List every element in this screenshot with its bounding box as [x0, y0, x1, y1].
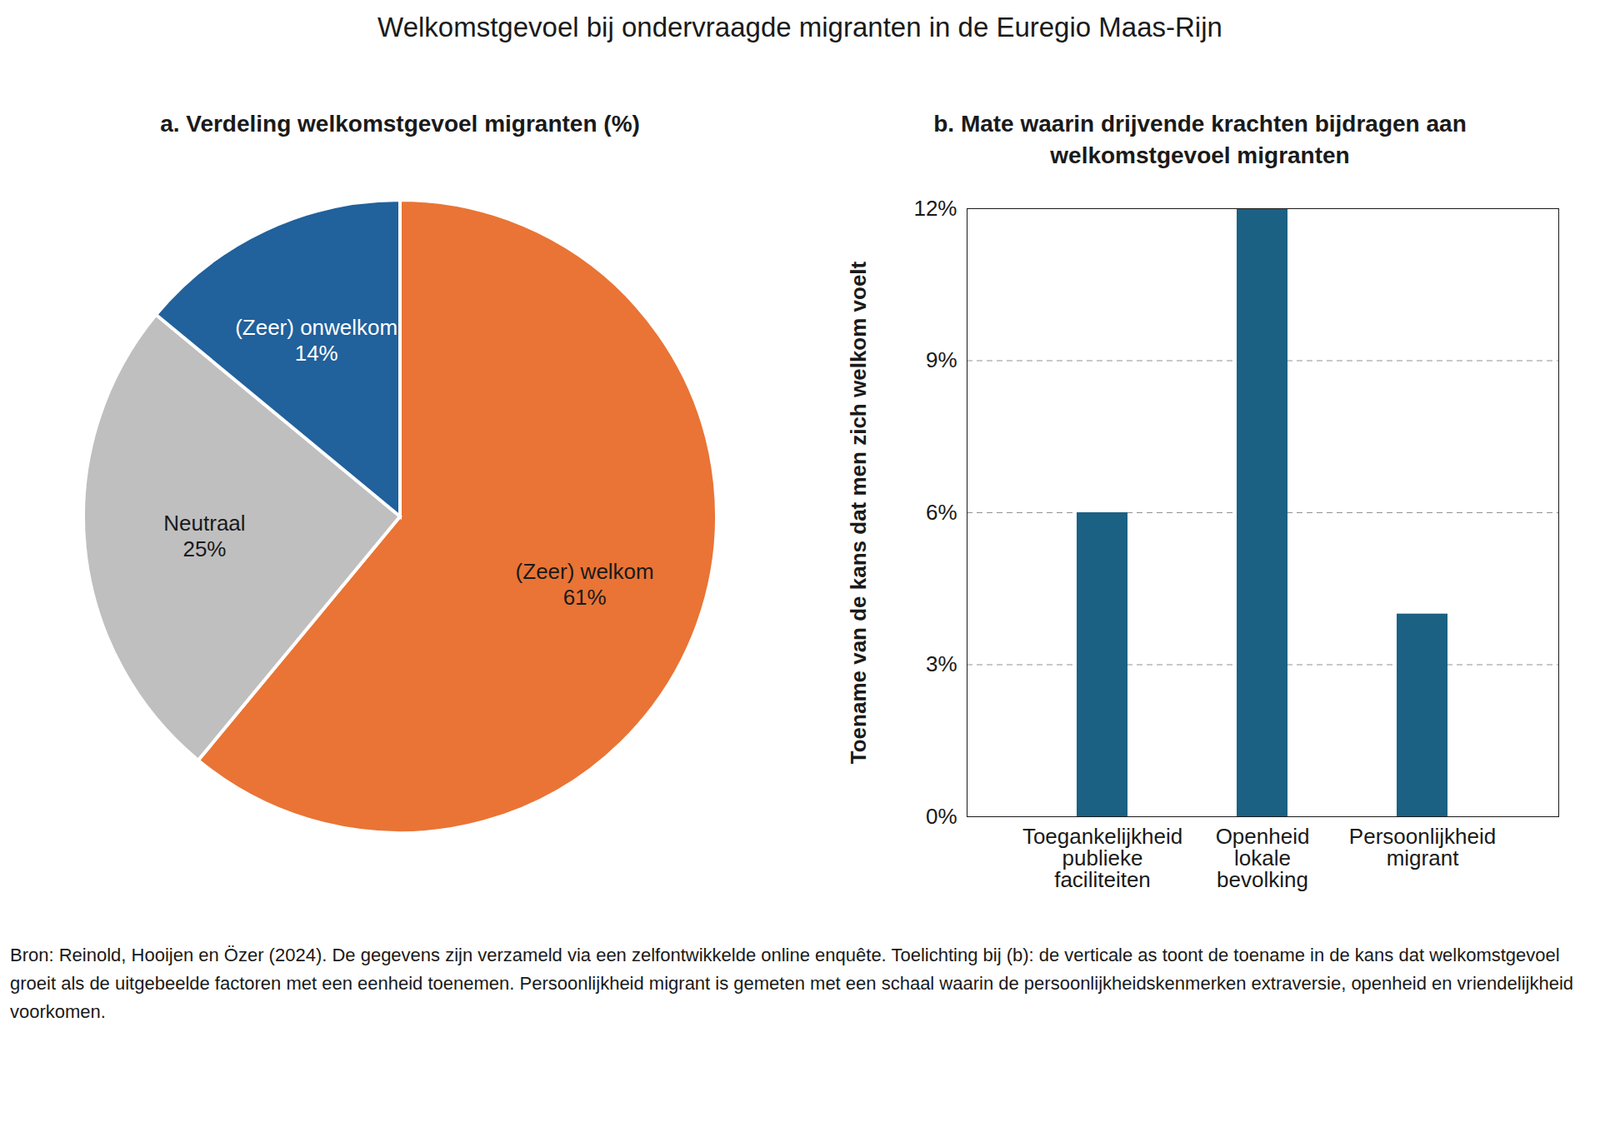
- svg-text:3%: 3%: [925, 651, 958, 677]
- svg-text:Openheidlokalebevolking: Openheidlokalebevolking: [1215, 824, 1310, 893]
- html-text:Welkomstgevoel bij ondervraagd: Welkomstgevoel bij ondervraagde migrante…: [377, 11, 1223, 43]
- html-text:b. Mate waarin drijvende krach: b. Mate waarin drijvende krachten bijdra…: [933, 110, 1467, 169]
- svg-text:9%: 9%: [925, 347, 958, 373]
- svg-text:(Zeer) onwelkom14%: (Zeer) onwelkom14%: [235, 315, 398, 366]
- html-text:Bron: Reinold, Hooijen en Özer: Bron: Reinold, Hooijen en Özer (2024). D…: [10, 945, 1574, 1023]
- svg-text:0%: 0%: [925, 804, 958, 830]
- svg-text:Neutraal25%: Neutraal25%: [163, 510, 245, 562]
- svg-text:(Zeer) welkom61%: (Zeer) welkom61%: [515, 559, 655, 610]
- html-text:a. Verdeling welkomstgevoel mi: a. Verdeling welkomstgevoel migranten (%…: [160, 110, 640, 137]
- svg-text:Persoonlijkheidmigrant: Persoonlijkheidmigrant: [1349, 824, 1496, 871]
- svg-text:Toegankelijkheidpubliekefacili: Toegankelijkheidpubliekefaciliteiten: [1022, 824, 1183, 893]
- svg-text:12%: 12%: [913, 195, 957, 221]
- svg-text:6%: 6%: [925, 500, 958, 525]
- svg-text:Toename van de kans dat men zi: Toename van de kans dat men zich welkom …: [845, 260, 871, 765]
